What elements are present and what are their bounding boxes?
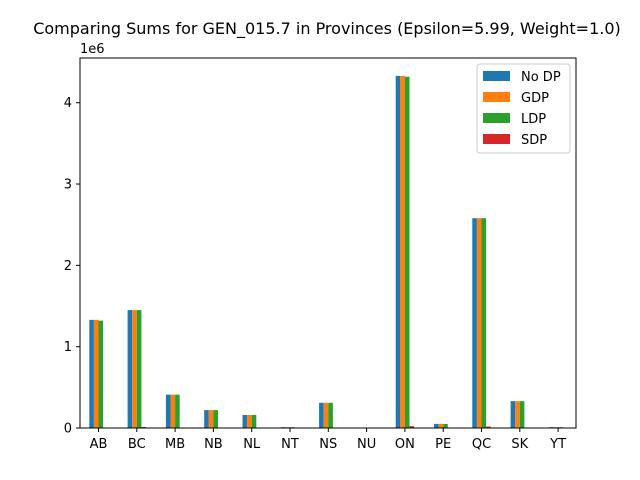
- x-tick-label: SK: [511, 437, 528, 452]
- bar-gdp-ns: [323, 402, 329, 428]
- y-axis-offset-text: 1e6: [80, 42, 105, 57]
- plot-frame: [79, 57, 577, 429]
- legend: No DP GDP LDP SDP: [476, 63, 571, 154]
- bar-no-dp-on: [395, 75, 401, 428]
- x-tick-label: AB: [90, 437, 108, 452]
- x-tick-label: ON: [395, 437, 415, 452]
- legend-label: No DP: [521, 70, 561, 85]
- bar-gdp-sk: [515, 401, 520, 428]
- y-tick-label: 3: [64, 178, 72, 193]
- legend-label: LDP: [521, 112, 546, 127]
- legend-label: GDP: [521, 91, 549, 106]
- bar-ldp-bc: [136, 310, 142, 428]
- bar-gdp-nl: [247, 414, 252, 428]
- bar-no-dp-mb: [165, 394, 171, 428]
- y-tick-label: 0: [64, 422, 72, 437]
- bar-ldp-ab: [98, 320, 104, 428]
- bar-gdp-nb: [208, 410, 214, 428]
- bar-no-dp-pe: [434, 423, 439, 428]
- bar-sdp-qc: [486, 426, 491, 428]
- legend-label: SDP: [521, 133, 547, 148]
- bar-no-dp-ns: [319, 402, 324, 428]
- bar-no-dp-sk: [510, 401, 516, 428]
- x-tick-label: BC: [128, 437, 146, 452]
- x-tick-label: QC: [472, 437, 491, 452]
- bars-group: [89, 75, 563, 428]
- bar-ldp-sk: [519, 401, 525, 428]
- x-tick-label: NS: [319, 437, 337, 452]
- x-tick-label: MB: [165, 437, 185, 452]
- bar-ldp-pe: [443, 423, 448, 428]
- legend-swatch: [483, 71, 510, 81]
- x-tick-label: NT: [281, 437, 299, 452]
- bar-no-dp-ab: [89, 319, 94, 428]
- bar-ldp-ns: [328, 402, 333, 428]
- y-axis-ticks: 0 1 2 3 4: [64, 96, 80, 437]
- bar-no-dp-qc: [472, 218, 477, 428]
- y-tick-label: 4: [64, 96, 72, 111]
- x-tick-label: NL: [243, 437, 261, 452]
- x-tick-label: YT: [549, 437, 566, 452]
- x-tick-label: PE: [435, 437, 451, 452]
- bar-no-dp-bc: [127, 310, 133, 428]
- legend-swatch: [483, 134, 510, 144]
- bar-ldp-nb: [213, 410, 218, 428]
- x-tick-label: NB: [204, 437, 223, 452]
- legend-swatch: [483, 92, 510, 102]
- y-tick-label: 1: [64, 340, 72, 355]
- bar-gdp-ab: [93, 319, 99, 428]
- y-tick-label: 2: [64, 259, 72, 274]
- bar-gdp-pe: [438, 423, 444, 428]
- legend-swatch: [483, 113, 510, 123]
- bar-ldp-on: [404, 76, 410, 428]
- bar-gdp-on: [400, 75, 405, 428]
- bar-no-dp-nl: [242, 414, 248, 428]
- bar-ldp-mb: [175, 394, 180, 428]
- bar-ldp-qc: [481, 218, 487, 428]
- bar-gdp-qc: [476, 218, 482, 428]
- chart-title: Comparing Sums for GEN_015.7 in Province…: [33, 19, 621, 39]
- bar-gdp-bc: [132, 310, 137, 428]
- x-tick-label: NU: [357, 437, 376, 452]
- bar-ldp-nl: [251, 414, 257, 428]
- legend-box: [476, 63, 571, 154]
- bar-sdp-on: [409, 426, 415, 428]
- bar-gdp-mb: [170, 394, 176, 428]
- bar-no-dp-nb: [204, 410, 209, 428]
- x-axis-ticks: AB BC MB NB NL NT NS NU ON PE QC SK YT: [90, 428, 566, 452]
